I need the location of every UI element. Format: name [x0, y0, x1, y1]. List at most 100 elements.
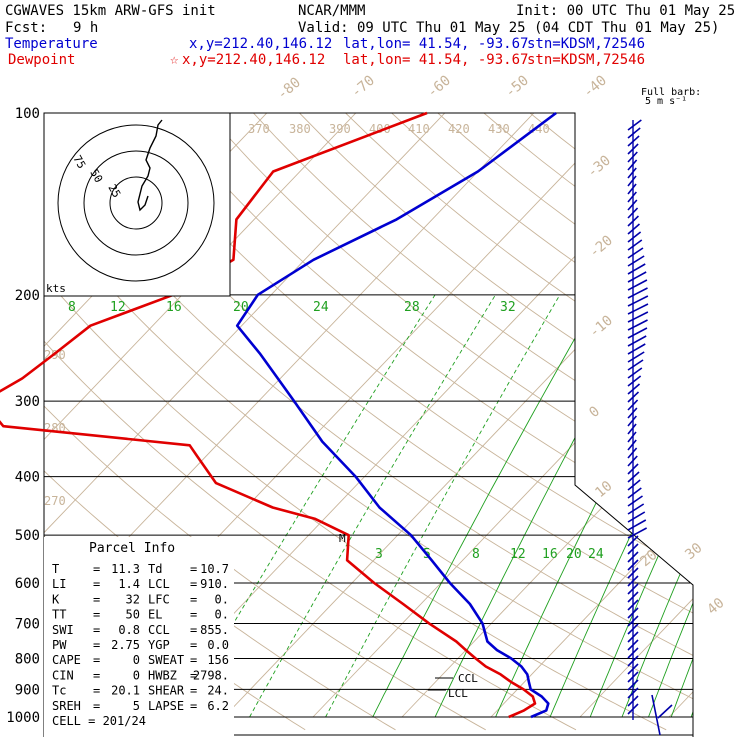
parcel-param-value: 910. [200, 577, 229, 591]
dry-adiabat-line [160, 113, 693, 731]
wind-barb [627, 295, 649, 307]
wind-barb [627, 359, 644, 371]
dewpoint-label: Dewpoint [8, 52, 75, 68]
isotherm-label: -30 [584, 153, 614, 182]
parcel-param-value: 50 [126, 608, 140, 622]
isotherm-line [312, 113, 693, 718]
org-label: NCAR/MMM [298, 3, 365, 19]
wind-barb [627, 431, 637, 443]
wind-barb [627, 343, 646, 355]
wind-barb [627, 183, 637, 195]
parcel-param-label: CCL [148, 623, 170, 637]
parcel-info-title: Parcel Info [89, 541, 175, 556]
mixing-ratio-label: 12 [110, 300, 126, 315]
parcel-param-value: 0. [215, 608, 229, 622]
parcel-param-value: 855. [200, 623, 229, 637]
wind-barb [627, 191, 637, 203]
isotherm-label: 30 [682, 540, 705, 563]
parcel-param-label: SREH [52, 699, 81, 713]
wind-barb [627, 167, 637, 179]
fcst-value: 9 h [73, 20, 98, 36]
hodograph-box [43, 112, 231, 297]
mixing-ratio-label: 20 [233, 300, 249, 315]
dewpoint-line [0, 111, 537, 719]
theta-label: 440 [528, 122, 550, 136]
mixing-ratio-line [709, 295, 740, 717]
dewpoint-star-icon: ☆ [170, 52, 179, 68]
parcel-param-value: 2.75 [111, 638, 140, 652]
parcel-param-label: HWBZ [148, 668, 177, 682]
parcel-param-label: T [52, 562, 59, 576]
hodograph-ring-label: 25 [105, 182, 123, 200]
wind-barb [627, 247, 644, 259]
pressure-label: 900 [15, 682, 40, 698]
wind-barb [627, 303, 649, 315]
theta-label: 390 [329, 122, 351, 136]
dry-adiabat-line [299, 113, 693, 731]
parcel-info-box: Parcel Info T = 11.3 Td = 10.7LI = 1.4 LCL = 910.K… [44, 537, 234, 737]
parcel-param-label: SHEAR [148, 684, 185, 698]
isotherm-label: -10 [586, 313, 616, 342]
parcel-equals: = [190, 653, 197, 667]
isotherm-label: -70 [348, 73, 378, 102]
wind-barb [627, 327, 648, 339]
parcel-param-value: 1.4 [118, 577, 140, 591]
parcel-equals: = [93, 638, 100, 652]
level-label: M [339, 532, 346, 545]
parcel-param-label: SWI [52, 623, 74, 637]
wind-barb [657, 704, 673, 719]
wind-barb [627, 415, 637, 427]
hodograph-trace [137, 119, 163, 212]
parcel-param-value: 20.1 [111, 684, 140, 698]
wind-barb [627, 231, 642, 243]
isotherm-label: -80 [274, 75, 304, 104]
mixing-ratio-label: 24 [588, 547, 604, 562]
hodograph-ring [83, 150, 189, 256]
parcel-param-value: 5 [133, 699, 140, 713]
theta-label: 410 [408, 122, 430, 136]
isotherm-label: -50 [502, 73, 532, 102]
mixing-ratio-label: 28 [404, 300, 420, 315]
wind-barb [627, 367, 643, 379]
isotherm-label: -40 [580, 73, 610, 102]
wind-barb [627, 263, 646, 275]
dry-adiabat-line [253, 113, 693, 731]
isotherm-label: 10 [592, 478, 615, 501]
parcel-equals: = [93, 608, 100, 622]
dry-adiabat-line [714, 113, 740, 730]
pressure-label: 100 [15, 106, 40, 122]
isotherm-line [579, 113, 693, 718]
dry-adiabat-line [44, 113, 693, 731]
dry-adiabat-line [68, 113, 693, 731]
wind-barb [627, 439, 637, 451]
mixing-ratio-label: 8 [472, 547, 480, 562]
wind-barb [627, 511, 646, 523]
title-left: CGWAVES 15km ARW-GFS init [5, 3, 216, 19]
valid-label: Valid: 09 UTC Thu 01 May 25 (04 CDT Thu … [298, 20, 719, 36]
wind-barb [651, 694, 661, 736]
parcel-equals: = [190, 577, 197, 591]
temperature-stn: stn=KDSM,72546 [527, 36, 645, 52]
level-label: LCL [448, 687, 468, 700]
theta-label: 420 [448, 122, 470, 136]
pressure-label: 500 [15, 528, 40, 544]
dry-adiabat-line [621, 113, 693, 731]
temperature-label: Temperature [5, 36, 98, 52]
theta-label: 270 [44, 494, 66, 508]
parcel-param-label: TT [52, 608, 66, 622]
dry-adiabat-line [44, 113, 577, 731]
mixing-ratio-label: 3 [375, 547, 383, 562]
mixing-ratio-labels: 8 12 16 20 24 28 323 5 8 12 16 20 24 [68, 300, 604, 562]
wind-barb [627, 271, 647, 283]
parcel-equals: = [190, 699, 197, 713]
isotherm-line [668, 113, 693, 718]
wind-barb [627, 479, 641, 491]
mixing-ratio-line [372, 294, 601, 718]
dry-adiabat-line [345, 113, 693, 731]
barb-legend-title: Full barb: [641, 87, 701, 98]
hodograph-ring [109, 176, 163, 230]
wind-barb [627, 519, 647, 531]
theta-label: 430 [488, 122, 510, 136]
parcel-param-label: LAPSE [148, 699, 184, 713]
parcel-param-label: CAPE [52, 653, 81, 667]
